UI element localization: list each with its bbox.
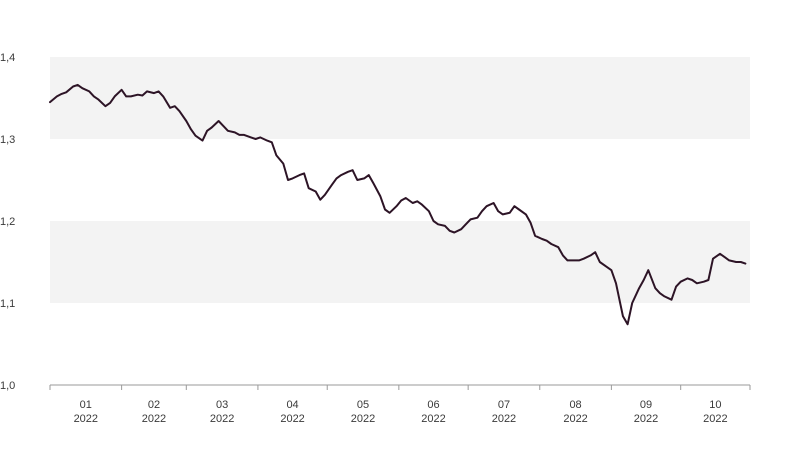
y-tick-label: 1,2 (0, 216, 15, 228)
x-tick-month: 02 (148, 399, 160, 411)
x-tick-year: 2022 (280, 413, 304, 425)
x-tick-month: 08 (569, 399, 581, 411)
series-layer (49, 83, 747, 326)
y-tick-label: 1,3 (0, 134, 15, 146)
x-tick-year: 2022 (74, 413, 98, 425)
x-tick-year: 2022 (703, 413, 727, 425)
y-axis: 1,0 1,1 1,2 1,3 1,4 (0, 52, 15, 392)
x-tick-month: 05 (357, 399, 369, 411)
x-tick-month: 06 (427, 399, 439, 411)
x-tick-year: 2022 (142, 413, 166, 425)
x-tick-month: 01 (80, 399, 92, 411)
x-tick-month: 03 (216, 399, 228, 411)
x-tick-year: 2022 (210, 413, 234, 425)
x-tick-year: 2022 (634, 413, 658, 425)
x-tick-year: 2022 (351, 413, 375, 425)
x-tick-month: 10 (709, 399, 721, 411)
x-tick-year: 2022 (563, 413, 587, 425)
band (50, 57, 750, 139)
y-tick-label: 1,0 (0, 380, 15, 392)
background-bands (50, 57, 750, 303)
band (50, 221, 750, 303)
y-tick-label: 1,1 (0, 298, 15, 310)
x-tick-month: 04 (286, 399, 298, 411)
y-tick-label: 1,4 (0, 52, 15, 64)
x-tick-month: 07 (498, 399, 510, 411)
x-tick-month: 09 (640, 399, 652, 411)
x-axis: 01 2022 02 2022 03 2022 04 2022 05 2022 06 2022 07 20… (49, 384, 751, 425)
series-line (49, 83, 747, 326)
x-tick-year: 2022 (421, 413, 445, 425)
x-tick-year: 2022 (492, 413, 516, 425)
